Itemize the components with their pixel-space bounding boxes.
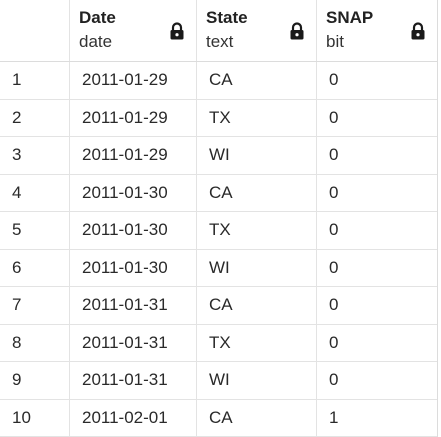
cell-snap[interactable]: 0 [329, 370, 339, 390]
cell-date[interactable]: 2011-01-29 [70, 62, 197, 99]
cell-snap[interactable]: 0 [329, 257, 339, 277]
cell-date[interactable]: 2011-01-31 [70, 362, 197, 399]
table-row[interactable]: 7 2011-01-31 CA 0 [0, 287, 437, 325]
lock-icon [170, 22, 184, 40]
table-row[interactable]: 10 2011-02-01 CA 1 [0, 399, 437, 437]
row-number: 9 [0, 362, 70, 399]
header-row: Date date State text SNAP bit [0, 0, 437, 62]
column-name: Date [79, 8, 116, 27]
cell-date[interactable]: 2011-01-30 [70, 174, 197, 211]
table-row[interactable]: 2 2011-01-29 TX 0 [0, 99, 437, 137]
column-type: bit [326, 32, 344, 51]
cell-state[interactable]: TX [197, 99, 317, 136]
cell-date[interactable]: 2011-01-31 [70, 324, 197, 361]
cell-snap[interactable]: 0 [329, 182, 339, 202]
row-number: 1 [0, 62, 70, 99]
cell-snap[interactable]: 1 [329, 407, 339, 427]
row-number: 7 [0, 287, 70, 324]
table-row[interactable]: 4 2011-01-30 CA 0 [0, 174, 437, 212]
column-name: SNAP [326, 8, 374, 27]
table-row[interactable]: 5 2011-01-30 TX 0 [0, 212, 437, 250]
cell-date[interactable]: 2011-01-30 [70, 212, 197, 249]
cell-state[interactable]: CA [197, 399, 317, 436]
table-row[interactable]: 8 2011-01-31 TX 0 [0, 324, 437, 362]
cell-date[interactable]: 2011-01-31 [70, 287, 197, 324]
cell-state[interactable]: TX [197, 324, 317, 361]
cell-date[interactable]: 2011-02-01 [70, 399, 197, 436]
cell-snap[interactable]: 0 [329, 70, 339, 90]
table-row[interactable]: 3 2011-01-29 WI 0 [0, 137, 437, 175]
cell-date[interactable]: 2011-01-30 [70, 249, 197, 286]
table-row[interactable]: 9 2011-01-31 WI 0 [0, 362, 437, 400]
table-row[interactable]: 1 2011-01-29 CA 0 [0, 62, 437, 100]
row-number-header [0, 0, 70, 61]
cell-snap[interactable]: 0 [329, 220, 339, 240]
row-number: 6 [0, 249, 70, 286]
cell-state[interactable]: CA [197, 62, 317, 99]
column-type: date [79, 32, 113, 51]
cell-snap[interactable]: 0 [329, 295, 339, 315]
cell-state[interactable]: WI [197, 249, 317, 286]
cell-state[interactable]: CA [197, 287, 317, 324]
cell-date[interactable]: 2011-01-29 [70, 137, 197, 174]
lock-icon [290, 22, 304, 40]
column-header-date[interactable]: Date date [70, 0, 197, 61]
column-name: State [206, 8, 248, 27]
cell-state[interactable]: CA [197, 174, 317, 211]
lock-icon [411, 22, 425, 40]
row-number: 8 [0, 324, 70, 361]
column-type: text [206, 32, 234, 51]
row-number: 4 [0, 174, 70, 211]
cell-snap[interactable]: 0 [329, 145, 339, 165]
column-header-state[interactable]: State text [197, 0, 317, 61]
cell-state[interactable]: TX [197, 212, 317, 249]
cell-snap[interactable]: 0 [329, 332, 339, 352]
cell-state[interactable]: WI [197, 137, 317, 174]
row-number: 5 [0, 212, 70, 249]
row-number: 3 [0, 137, 70, 174]
row-number: 2 [0, 99, 70, 136]
cell-snap[interactable]: 0 [329, 107, 339, 127]
cell-state[interactable]: WI [197, 362, 317, 399]
cell-date[interactable]: 2011-01-29 [70, 99, 197, 136]
table-row[interactable]: 6 2011-01-30 WI 0 [0, 249, 437, 287]
column-header-snap[interactable]: SNAP bit [317, 0, 437, 61]
row-number: 10 [0, 399, 70, 436]
